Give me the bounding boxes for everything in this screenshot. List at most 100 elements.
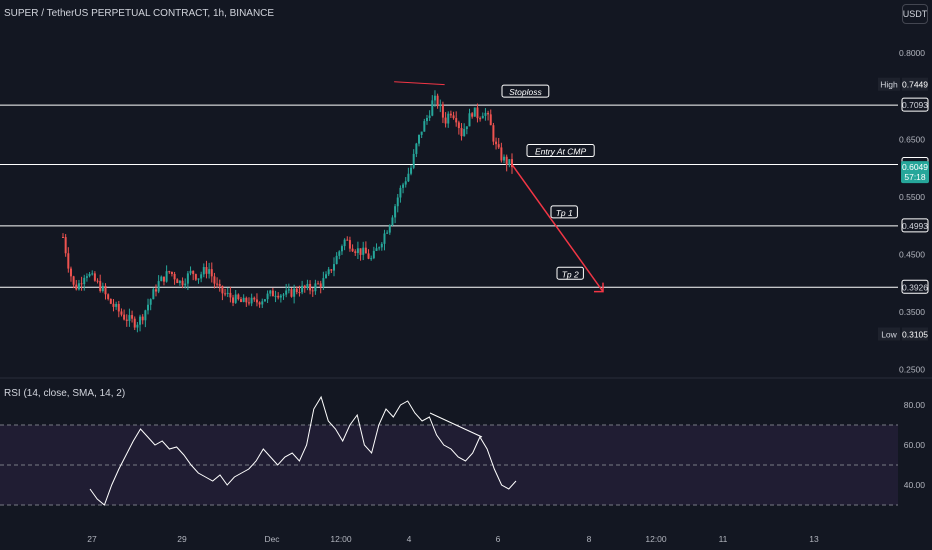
- candle-body: [69, 268, 72, 277]
- candle-body: [80, 283, 83, 285]
- candle-body: [165, 271, 168, 282]
- candle-body: [402, 184, 405, 188]
- candle-body: [269, 290, 272, 294]
- candle-body: [83, 277, 86, 285]
- candle-body: [144, 310, 147, 321]
- candle-body: [157, 281, 160, 292]
- candle-body: [293, 288, 296, 297]
- time-axis-tick: 6: [496, 534, 501, 544]
- candle-body: [189, 270, 192, 274]
- candle-body: [412, 153, 415, 168]
- projection-arrow: [511, 164, 604, 293]
- candle-body: [394, 206, 397, 218]
- candle-body: [178, 280, 181, 284]
- candle-body: [317, 283, 320, 285]
- candle-body: [362, 247, 365, 255]
- candle-body: [311, 290, 314, 292]
- candle-body: [457, 122, 460, 129]
- candle-body: [234, 294, 237, 303]
- rsi-axis-tick: 40.00: [904, 480, 926, 490]
- annotation-box: [526, 144, 595, 158]
- candle-body: [170, 271, 173, 274]
- candle-body: [359, 248, 362, 255]
- annotation-label: Entry At CMP: [535, 147, 586, 157]
- candle-body: [343, 239, 346, 247]
- annotation-box: [550, 205, 578, 219]
- time-axis-tick: 4: [407, 534, 412, 544]
- candle-body: [303, 285, 306, 288]
- candle-body: [279, 295, 282, 298]
- candle-body: [471, 113, 474, 117]
- candle-body: [96, 280, 99, 282]
- top-trendline: [394, 81, 445, 86]
- candle-body: [455, 118, 458, 123]
- candle-body: [168, 271, 171, 273]
- candle-body: [240, 299, 243, 303]
- candle-body: [200, 274, 203, 279]
- candle-body: [447, 113, 450, 124]
- candle-body: [112, 303, 115, 307]
- candle-body: [176, 279, 179, 284]
- level-price-box: [901, 97, 929, 112]
- candle-body: [463, 129, 466, 137]
- candle-body: [436, 95, 439, 107]
- candle-body: [271, 290, 274, 297]
- candle-body: [423, 121, 426, 132]
- rsi-title: RSI (14, close, SMA, 14, 2): [4, 388, 126, 399]
- candle-body: [298, 292, 301, 294]
- candle-body: [274, 295, 277, 297]
- level-price-label: 0.4993: [902, 221, 928, 231]
- candle-body: [133, 318, 136, 328]
- symbol-title: SUPER / TetherUS PERPETUAL CONTRACT, 1h,…: [4, 8, 275, 19]
- candle-body: [186, 273, 189, 284]
- candle-body: [224, 293, 227, 295]
- candle-body: [253, 297, 256, 300]
- candle-body: [205, 267, 208, 274]
- level-price-box: [901, 279, 929, 294]
- candle-body: [444, 117, 447, 124]
- candle-body: [154, 289, 157, 292]
- candle-body: [314, 283, 317, 292]
- low-tag-box: [878, 327, 900, 341]
- rsi-axis-tick: 80.00: [904, 400, 926, 410]
- candle-body: [128, 315, 131, 321]
- candle-body: [250, 297, 253, 304]
- candle-body: [67, 253, 70, 269]
- candle-body: [500, 147, 503, 161]
- candle-body: [184, 283, 187, 286]
- candle-body: [258, 302, 261, 305]
- candle-body: [192, 270, 195, 275]
- candle-body: [476, 107, 479, 119]
- price-axis-tick: 0.6500: [899, 134, 925, 144]
- candle-body: [117, 303, 120, 312]
- candle-body: [125, 319, 128, 321]
- price-axis-tick: 0.3500: [899, 307, 925, 317]
- candle-body: [255, 299, 258, 303]
- candle-body: [325, 274, 328, 279]
- candle-body: [439, 104, 442, 107]
- rsi-line: [89, 395, 517, 506]
- high-price-box: [902, 77, 928, 91]
- time-axis-tick: 11: [719, 534, 728, 544]
- candle-body: [229, 292, 232, 298]
- candle-body: [487, 112, 490, 115]
- candle-body: [162, 276, 165, 282]
- candle-body: [340, 246, 343, 252]
- candle-body: [208, 269, 211, 274]
- price-axis-tick: 0.5500: [899, 192, 925, 202]
- candle-body: [237, 294, 240, 300]
- candle-body: [332, 264, 335, 271]
- candle-body: [99, 281, 102, 291]
- candle-body: [141, 316, 144, 321]
- candle-body: [348, 240, 351, 249]
- candle-body: [367, 253, 370, 259]
- candle-body: [197, 278, 200, 280]
- candle-body: [481, 115, 484, 119]
- price-axis-tick: 0.2500: [899, 364, 925, 374]
- candle-body: [202, 267, 205, 275]
- candle-body: [399, 187, 402, 198]
- currency-button[interactable]: USDT: [902, 4, 928, 24]
- candle-body: [415, 143, 418, 154]
- candle-body: [497, 144, 500, 148]
